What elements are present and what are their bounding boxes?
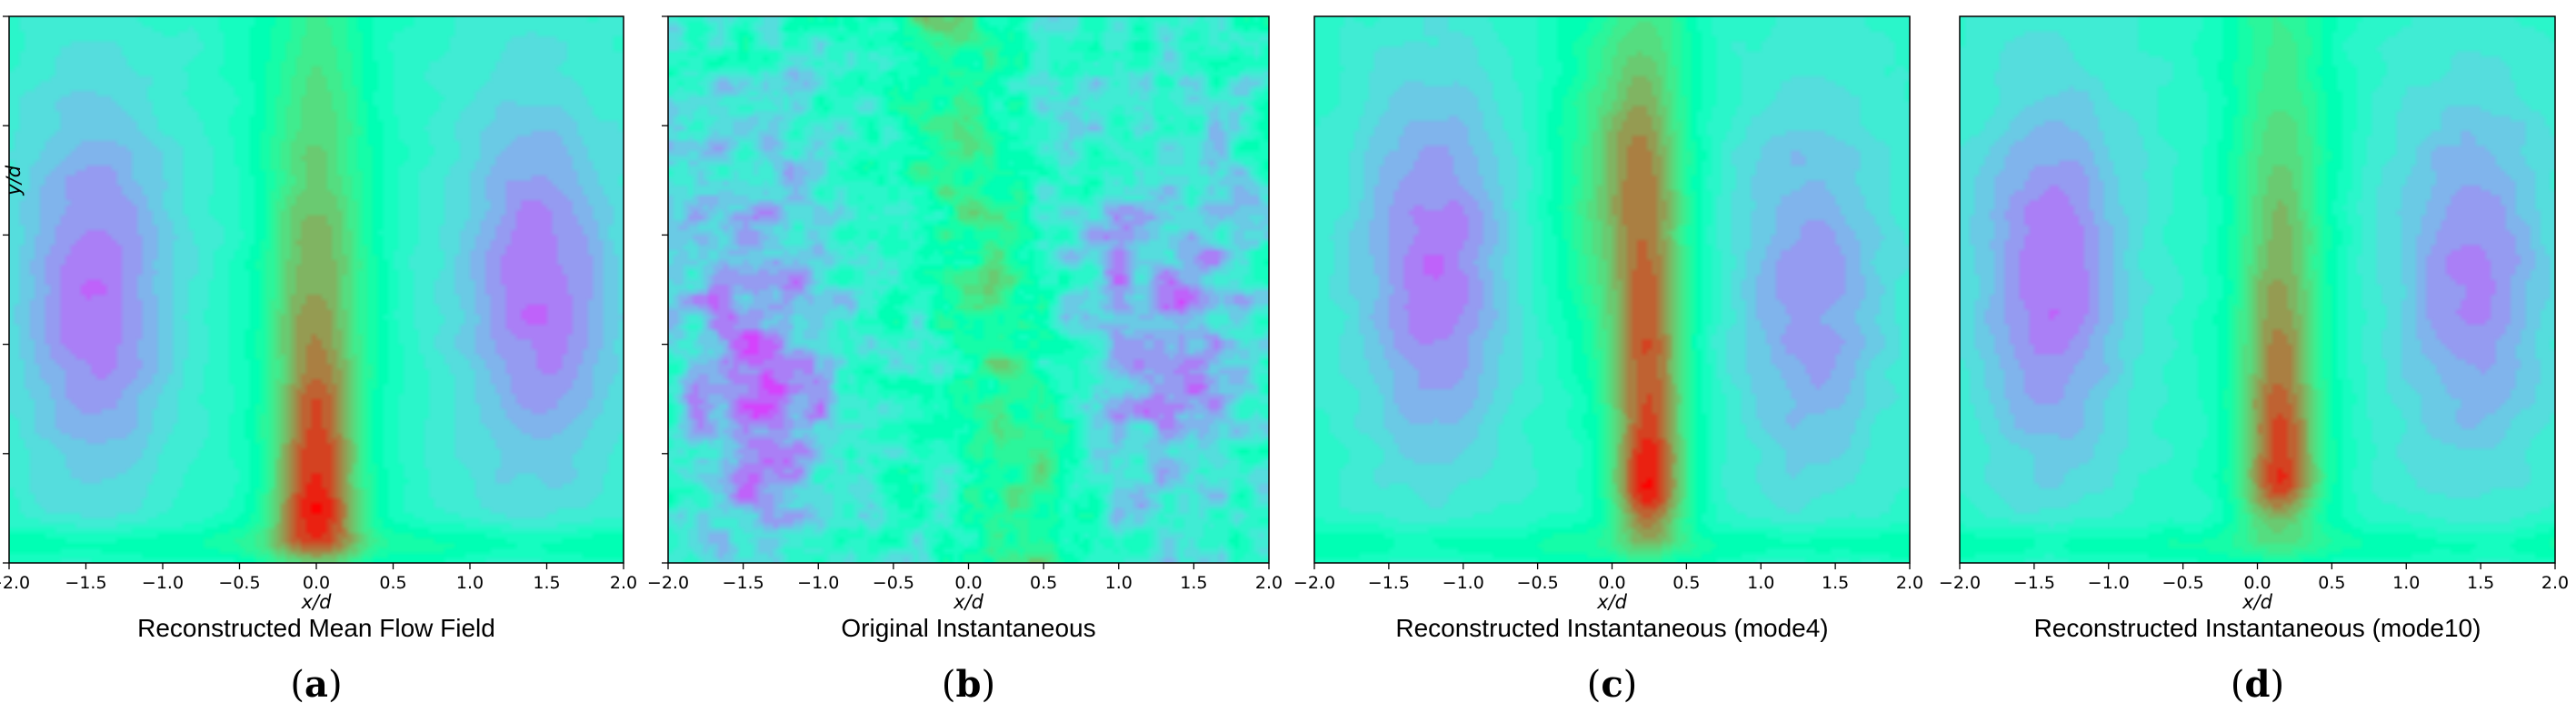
x-tick-label: 0.0 xyxy=(954,573,982,593)
x-tick-label: 2.0 xyxy=(1255,573,1283,593)
x-tick-label: 0.0 xyxy=(2243,573,2271,593)
x-tick-label: 1.0 xyxy=(1105,573,1133,593)
x-tick-label: −0.5 xyxy=(1517,573,1559,593)
panel-letter: (d) xyxy=(2231,663,2284,706)
x-tick-label: −1.5 xyxy=(65,573,106,593)
x-tick-label: −1.5 xyxy=(723,573,764,593)
x-tick-label: 0.5 xyxy=(1030,573,1057,593)
x-tick-label: 0.5 xyxy=(2318,573,2345,593)
panel-letter: (a) xyxy=(290,663,342,706)
panel-b: −2.0 −1.5 −1.0 −0.5 0.0 0.5 1.0 1.5 2.0 x/dOrigin… xyxy=(647,15,1283,706)
panel-letter: (b) xyxy=(942,663,995,706)
panel-caption: Original Instantaneous xyxy=(841,614,1095,642)
x-axis-label: x/d xyxy=(301,591,333,613)
heatmap-image xyxy=(668,16,1269,563)
panel-caption: Reconstructed Instantaneous (mode10) xyxy=(2034,614,2481,642)
heatmap-image xyxy=(1314,16,1910,563)
x-tick-label: 1.0 xyxy=(2392,573,2420,593)
x-tick-label: 0.5 xyxy=(1672,573,1700,593)
y-axis-label: y/d xyxy=(3,165,25,196)
x-tick-label: −2.0 xyxy=(1939,573,1981,593)
heatmap-image xyxy=(1960,16,2555,563)
x-tick-label: 0.0 xyxy=(303,573,330,593)
panel-a: −2.0−1.5−1.0−0.50.00.51.01.52.0012345x/d… xyxy=(0,15,637,706)
x-axis-label: x/d xyxy=(2242,591,2273,613)
x-axis-label: x/d xyxy=(1596,591,1628,613)
x-tick-label: −0.5 xyxy=(2162,573,2204,593)
x-tick-label: 1.0 xyxy=(1747,573,1774,593)
panel-caption: Reconstructed Instantaneous (mode4) xyxy=(1395,614,1828,642)
panel-c: −2.0 −1.5 −1.0 −0.5 0.0 0.5 1.0 1.5 2.0 x/dRecons… xyxy=(1293,15,1923,706)
x-tick-label: 1.5 xyxy=(1180,573,1207,593)
panel-letter: (c) xyxy=(1587,663,1638,706)
heatmap-image xyxy=(9,16,624,563)
x-tick-label: −2.0 xyxy=(1293,573,1335,593)
x-tick-label: 1.0 xyxy=(456,573,484,593)
x-tick-label: −0.5 xyxy=(218,573,260,593)
x-tick-label: −2.0 xyxy=(0,573,30,593)
x-axis-label: x/d xyxy=(953,591,984,613)
x-tick-label: 2.0 xyxy=(2541,573,2569,593)
x-tick-label: −1.0 xyxy=(1443,573,1484,593)
x-tick-label: 0.0 xyxy=(1598,573,1625,593)
x-tick-label: 2.0 xyxy=(1896,573,1923,593)
x-tick-label: 1.5 xyxy=(2467,573,2494,593)
x-tick-label: −2.0 xyxy=(647,573,689,593)
panel-caption: Reconstructed Mean Flow Field xyxy=(137,614,495,642)
x-tick-label: −0.5 xyxy=(873,573,914,593)
x-tick-label: 2.0 xyxy=(610,573,637,593)
x-tick-label: −1.0 xyxy=(797,573,839,593)
panel-d: −2.0 −1.5 −1.0 −0.5 0.0 0.5 1.0 1.5 2.0 x/dRecons… xyxy=(1939,15,2569,706)
x-tick-label: −1.5 xyxy=(2013,573,2055,593)
x-tick-label: −1.0 xyxy=(2088,573,2130,593)
x-tick-label: 1.5 xyxy=(533,573,560,593)
x-tick-label: −1.5 xyxy=(1368,573,1410,593)
x-tick-label: 1.5 xyxy=(1822,573,1849,593)
x-tick-label: 0.5 xyxy=(379,573,406,593)
x-tick-label: −1.0 xyxy=(142,573,184,593)
